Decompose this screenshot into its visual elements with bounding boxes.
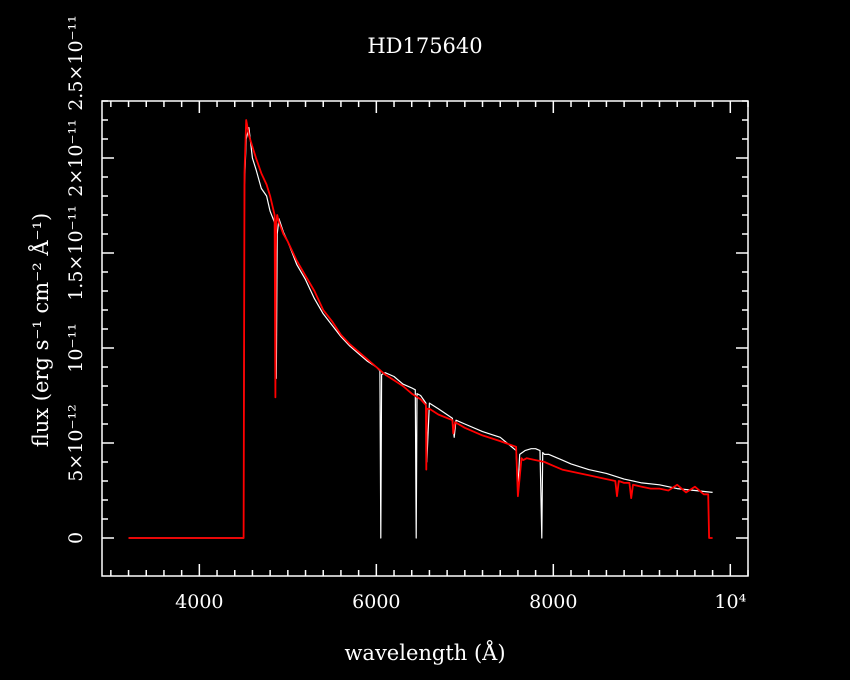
y-tick-label: 0 bbox=[65, 532, 87, 544]
y-tick-label: 5×10⁻¹² bbox=[65, 404, 87, 481]
series-group bbox=[128, 119, 713, 539]
series-red-line bbox=[128, 119, 713, 539]
chart-title: HD175640 bbox=[367, 34, 482, 58]
y-tick-label: 2.5×10⁻¹¹ bbox=[65, 15, 87, 111]
x-tick-label: 8000 bbox=[529, 591, 577, 613]
x-axis-label: wavelength (Å) bbox=[344, 640, 505, 665]
plot-frame bbox=[101, 100, 749, 577]
y-axis-label: flux (erg s⁻¹ cm⁻² Å⁻¹) bbox=[28, 213, 53, 448]
x-tick-label: 6000 bbox=[352, 591, 400, 613]
x-tick-label: 4000 bbox=[175, 591, 223, 613]
series-white-line bbox=[128, 126, 713, 539]
axis-ticks: 4000 6000 8000 10⁴ 0 5×10⁻¹² 10⁻¹¹ 1.5×10⁻¹¹ 2×1… bbox=[65, 15, 749, 613]
x-tick-label: 10⁴ bbox=[714, 591, 746, 613]
y-tick-label: 1.5×10⁻¹¹ bbox=[65, 205, 87, 301]
y-tick-label: 2×10⁻¹¹ bbox=[65, 119, 87, 196]
y-tick-label: 10⁻¹¹ bbox=[65, 323, 87, 372]
